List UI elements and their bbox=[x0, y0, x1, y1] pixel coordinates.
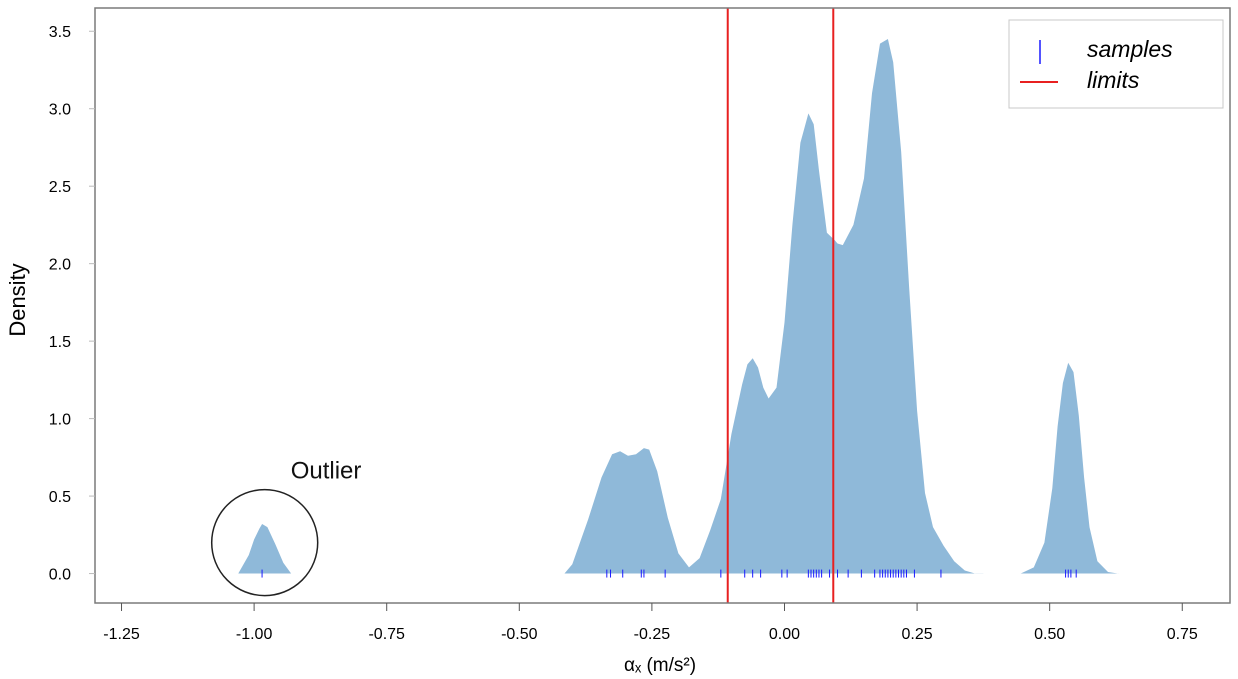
x-tick-label: -0.50 bbox=[501, 626, 538, 643]
legend: samples limits bbox=[1008, 19, 1224, 109]
density-area-1 bbox=[238, 524, 292, 574]
outlier-label: Outlier bbox=[291, 458, 362, 485]
legend-limits-label: limits bbox=[1087, 67, 1140, 93]
x-tick-label: -0.25 bbox=[634, 626, 671, 643]
x-tick-label: 0.50 bbox=[1034, 626, 1065, 643]
x-tick-label: -1.00 bbox=[236, 626, 273, 643]
y-tick-label: 3.0 bbox=[49, 102, 71, 119]
plot-frame bbox=[94, 7, 1231, 604]
y-tick-label: 0.5 bbox=[49, 489, 71, 506]
x-tick-label: 0.75 bbox=[1167, 626, 1198, 643]
y-tick-label: 2.5 bbox=[49, 179, 71, 196]
x-axis-title: αₓ (m/s²) bbox=[624, 655, 696, 676]
y-tick-label: 1.0 bbox=[49, 412, 71, 429]
outlier-circle bbox=[210, 488, 319, 597]
density-area-3 bbox=[1020, 362, 1119, 574]
outlier-annotation: Outlier bbox=[210, 458, 362, 597]
y-tick-label: 2.0 bbox=[49, 257, 71, 274]
x-tick-label: 0.00 bbox=[769, 626, 800, 643]
y-axis-title: Density bbox=[5, 263, 30, 336]
y-axis: 0.0 0.5 1.0 1.5 2.0 2.5 3.0 3.5 bbox=[49, 24, 95, 584]
limits-layer bbox=[726, 8, 835, 603]
x-tick-label: -0.75 bbox=[368, 626, 405, 643]
y-tick-label: 1.5 bbox=[49, 334, 71, 351]
x-tick-label: -1.25 bbox=[103, 626, 140, 643]
y-tick-label: 0.0 bbox=[49, 567, 71, 584]
legend-box bbox=[1008, 19, 1224, 109]
x-tick-label: 0.25 bbox=[902, 626, 933, 643]
density-layer bbox=[238, 39, 1119, 574]
x-axis: -1.25 -1.00 -0.75 -0.50 -0.25 0.00 0.25 0.50 0.7… bbox=[103, 603, 1198, 643]
density-area-2 bbox=[564, 39, 984, 574]
legend-samples-label: samples bbox=[1087, 36, 1173, 62]
y-tick-label: 3.5 bbox=[49, 24, 71, 41]
samples-rug bbox=[261, 569, 1077, 578]
